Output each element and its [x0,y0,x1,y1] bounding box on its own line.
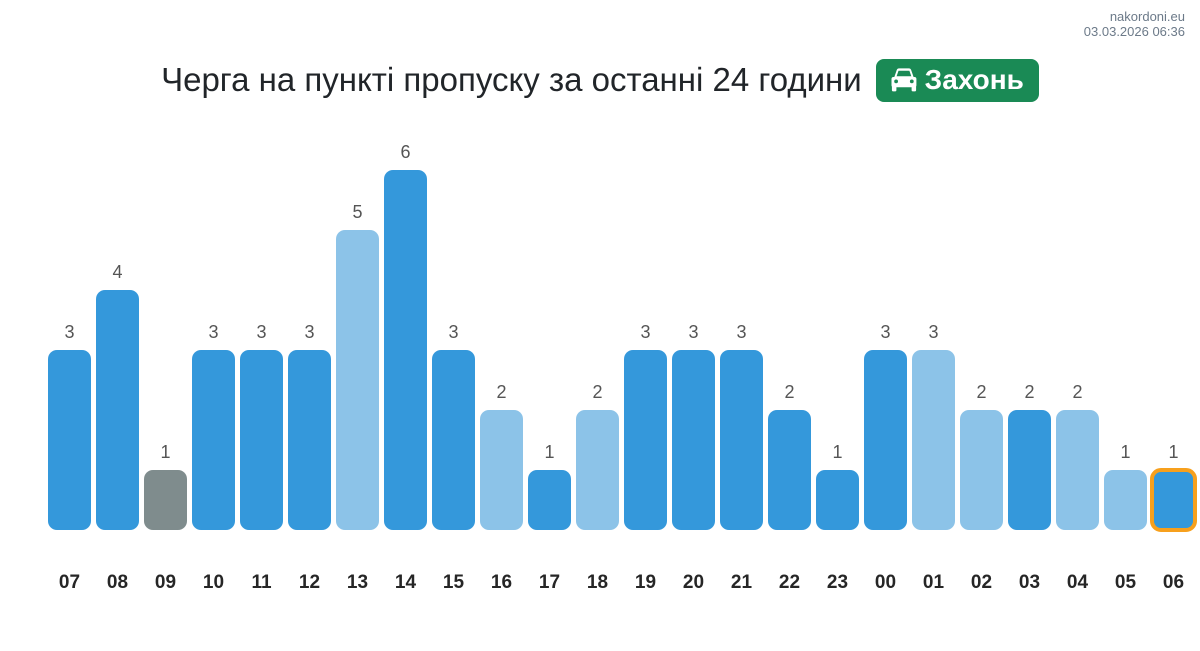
x-label-03: 03 [1018,572,1041,593]
bar-value-18: 2 [592,382,603,402]
x-label-11: 11 [251,572,272,593]
bar-19 [624,350,667,530]
x-label-12: 12 [298,572,321,593]
bar-18 [576,410,619,530]
x-label-18: 18 [586,572,609,593]
x-label-00: 00 [874,572,897,593]
bar-09 [144,470,187,530]
bar-11 [240,350,283,530]
bar-20 [672,350,715,530]
x-label-02: 02 [970,572,993,593]
bar-value-20: 3 [688,322,699,342]
bar-value-11: 3 [256,322,267,342]
bar-07 [48,350,91,530]
bar-value-02: 2 [976,382,987,402]
bar-02 [960,410,1003,530]
bar-12 [288,350,331,530]
bar-value-06: 1 [1168,442,1179,462]
bar-value-07: 3 [64,322,75,342]
car-icon [891,68,917,92]
x-label-21: 21 [730,572,753,593]
bar-04 [1056,410,1099,530]
bar-value-05: 1 [1120,442,1131,462]
badge-label: Захонь [924,64,1024,95]
x-label-13: 13 [346,572,369,593]
bar-13 [336,230,379,530]
x-label-08: 08 [106,572,129,593]
bar-value-14: 6 [400,142,411,162]
bar-value-21: 3 [736,322,747,342]
bar-value-13: 5 [352,202,363,222]
x-label-05: 05 [1114,572,1137,593]
x-label-07: 07 [58,572,81,593]
bar-value-16: 2 [496,382,507,402]
bar-value-01: 3 [928,322,939,342]
x-label-14: 14 [394,572,417,593]
bar-22 [768,410,811,530]
bar-value-19: 3 [640,322,651,342]
bar-value-15: 3 [448,322,459,342]
bar-value-08: 4 [112,262,123,282]
x-label-06: 06 [1162,572,1185,593]
chart-title: Черга на пункті пропуску за останні 24 г… [161,61,862,98]
bar-05 [1104,470,1147,530]
x-label-15: 15 [442,572,465,593]
x-label-16: 16 [490,572,513,593]
x-label-22: 22 [778,572,801,593]
bar-14 [384,170,427,530]
bar-value-23: 1 [832,442,843,462]
bar-value-12: 3 [304,322,315,342]
x-label-20: 20 [682,572,705,593]
x-label-04: 04 [1066,572,1089,593]
bar-value-09: 1 [160,442,171,462]
chart-header: Черга на пункті пропуску за останні 24 г… [0,58,1200,102]
bar-23 [816,470,859,530]
bar-03 [1008,410,1051,530]
bar-value-22: 2 [784,382,795,402]
bar-value-00: 3 [880,322,891,342]
x-label-09: 09 [154,572,177,593]
bar-21 [720,350,763,530]
x-label-17: 17 [538,572,561,593]
bar-value-10: 3 [208,322,219,342]
bar-00 [864,350,907,530]
bar-16 [480,410,523,530]
bar-08 [96,290,139,530]
x-label-23: 23 [826,572,849,593]
bar-value-17: 1 [544,442,555,462]
watermark: nakordoni.eu 03.03.2026 06:36 [1084,9,1185,39]
bar-01 [912,350,955,530]
watermark-datetime: 03.03.2026 06:36 [1083,24,1185,39]
x-label-19: 19 [634,572,657,593]
bar-15 [432,350,475,530]
x-label-10: 10 [202,572,225,593]
bar-06 [1150,468,1197,532]
bar-17 [528,470,571,530]
x-label-01: 01 [922,572,945,593]
checkpoint-badge[interactable]: Захонь [875,58,1039,102]
bar-value-03: 2 [1024,382,1035,402]
watermark-site: nakordoni.eu [1109,9,1185,24]
bar-value-04: 2 [1072,382,1083,402]
bar-10 [192,350,235,530]
